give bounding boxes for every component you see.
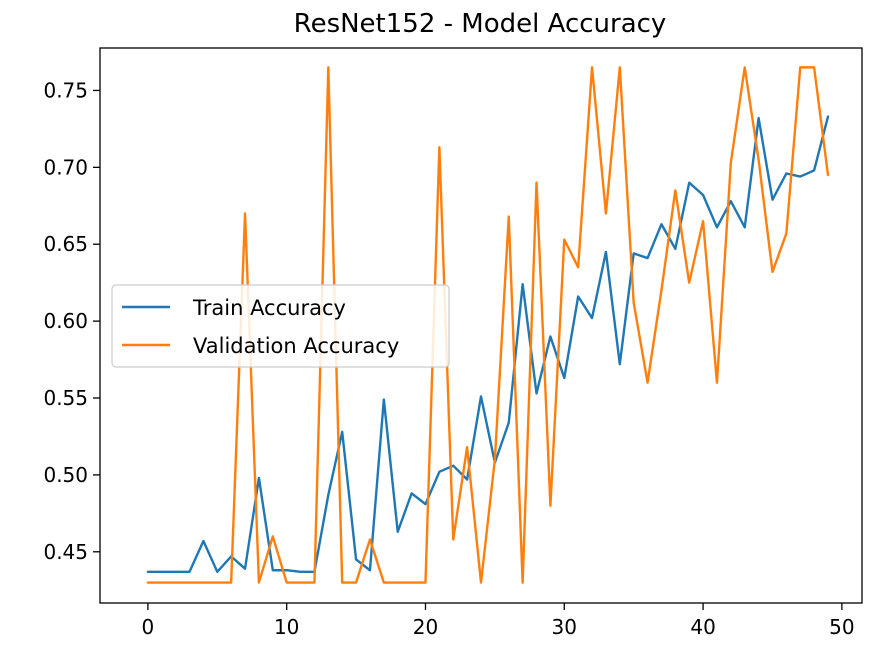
x-tick-label: 30 <box>552 615 577 639</box>
x-tick-label: 0 <box>142 615 155 639</box>
y-tick-label: 0.70 <box>43 155 88 179</box>
series-line-train-accuracy <box>146 115 830 573</box>
x-tick-label: 40 <box>690 615 715 639</box>
plot-frame <box>99 47 863 604</box>
plot-area: 0 10 20 30 40 50 0.45 0.50 0.55 0.60 0.65 0.70 0.75 T… <box>43 47 863 639</box>
legend-box <box>111 284 450 368</box>
legend-label-validation-accuracy: Validation Accuracy <box>193 334 399 358</box>
series-line-validation-accuracy <box>146 66 830 584</box>
legend-label-train-accuracy: Train Accuracy <box>192 296 346 320</box>
y-tick-label: 0.65 <box>43 232 88 256</box>
y-tick-label: 0.50 <box>43 463 88 487</box>
y-tick-label: 0.60 <box>43 309 88 333</box>
x-tick-label: 10 <box>274 615 299 639</box>
x-tick-label: 20 <box>413 615 438 639</box>
y-tick-label: 0.75 <box>43 78 88 102</box>
y-tick-label: 0.55 <box>43 386 88 410</box>
y-tick-label: 0.45 <box>43 540 88 564</box>
legend: Train Accuracy Validation Accuracy <box>111 284 450 368</box>
chart-title: ResNet152 - Model Accuracy <box>294 9 667 39</box>
x-tick-label: 50 <box>829 615 854 639</box>
